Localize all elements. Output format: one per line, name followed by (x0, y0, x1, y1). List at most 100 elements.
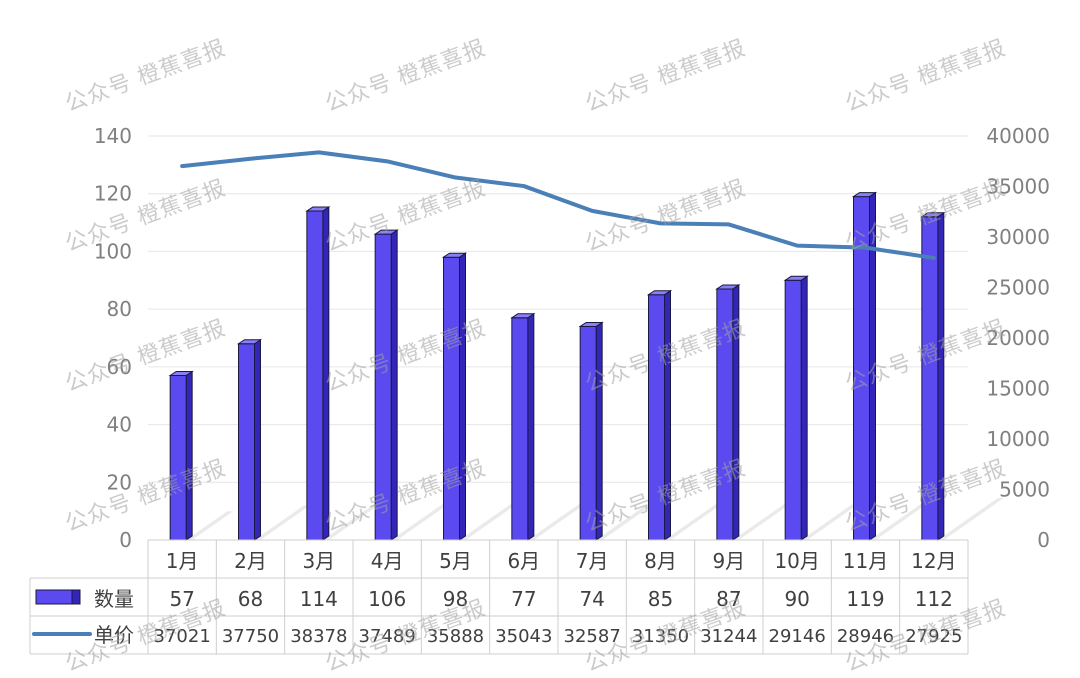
quantity-value: 106 (368, 587, 406, 611)
bar-side (254, 338, 261, 541)
bar (784, 279, 802, 541)
category-label: 7月 (576, 549, 609, 573)
quantity-value: 85 (648, 587, 673, 611)
right-tick-label: 30000 (986, 225, 1050, 249)
category-label: 3月 (302, 549, 335, 573)
category-label: 9月 (712, 549, 745, 573)
quantity-value: 98 (443, 587, 468, 611)
bar-top (373, 229, 399, 235)
bar-top (305, 206, 331, 212)
bar (306, 210, 324, 541)
quantity-value: 87 (716, 587, 741, 611)
quantity-value: 74 (579, 587, 604, 611)
price-value: 37021 (154, 626, 211, 647)
bar-shadow (937, 498, 1004, 540)
bar-shadow (186, 511, 234, 540)
bar (648, 294, 665, 541)
bar-top (851, 192, 878, 198)
bar-shadow (322, 498, 389, 540)
category-label: 1月 (166, 549, 199, 573)
price-value: 32587 (564, 626, 621, 647)
bar-shadow (732, 498, 799, 540)
bar (443, 256, 460, 541)
quantity-value: 77 (511, 587, 536, 611)
bar-side (732, 284, 740, 541)
right-tick-label: 25000 (986, 276, 1050, 300)
bar-side (937, 211, 945, 541)
category-label: 2月 (234, 549, 267, 573)
bar-side (595, 321, 603, 541)
left-tick-label: 20 (107, 470, 132, 494)
quantity-value: 114 (300, 587, 338, 611)
bar-shadow (664, 498, 731, 540)
bar-side (322, 206, 330, 541)
bar (921, 216, 939, 541)
left-tick-label: 120 (94, 182, 132, 206)
price-value: 31350 (632, 626, 689, 647)
bar (579, 325, 597, 541)
bar-shadow (391, 498, 458, 540)
left-tick-label: 60 (107, 355, 132, 379)
bar-top (441, 252, 468, 258)
bar-top (920, 212, 946, 218)
bar-top (715, 284, 741, 290)
bar-top (578, 321, 604, 327)
left-tick-label: 0 (119, 528, 132, 552)
category-label: 10月 (774, 549, 819, 573)
category-label: 4月 (371, 549, 404, 573)
bar-side (800, 275, 808, 541)
category-label: 5月 (439, 549, 472, 573)
legend-label-quantity: 数量 (94, 587, 134, 611)
bar-side (390, 229, 398, 541)
price-value: 29146 (769, 626, 826, 647)
right-tick-label: 15000 (986, 377, 1050, 401)
left-tick-label: 40 (107, 413, 132, 437)
price-value: 35043 (495, 626, 552, 647)
bar-shadow (869, 498, 936, 540)
quantity-value: 112 (915, 587, 953, 611)
price-line (180, 150, 936, 260)
price-value: 38378 (290, 626, 347, 647)
combo-chart: 0 20 40 60 80 100 120 140 0 5000 10000 15000 20000 2… (29, 124, 1050, 655)
category-label: 6月 (507, 549, 540, 573)
right-y-axis: 0 5000 10000 15000 20000 25000 30000 35000 40000 (986, 124, 1050, 552)
bar-shadow (254, 505, 310, 540)
right-tick-label: 5000 (999, 478, 1050, 502)
legend-bar-swatch-side (71, 589, 81, 605)
bar-top (168, 371, 194, 377)
bar-shadow (801, 498, 868, 540)
bar-shadows (186, 498, 1004, 540)
price-value: 37489 (359, 626, 416, 647)
price-value: 28946 (837, 626, 894, 647)
bar-side (459, 252, 466, 541)
price-value: 31244 (700, 626, 757, 647)
left-tick-label: 140 (94, 124, 132, 148)
price-value: 35888 (427, 626, 484, 647)
bar-side (869, 191, 876, 541)
bar (511, 317, 529, 541)
bar-side (185, 370, 193, 541)
bar (374, 233, 392, 541)
bar (169, 375, 187, 541)
bar (238, 343, 255, 541)
right-tick-label: 35000 (986, 175, 1050, 199)
category-label: 11月 (843, 549, 888, 573)
bar-top (510, 313, 536, 319)
right-tick-label: 10000 (986, 427, 1050, 451)
line-series (180, 150, 936, 260)
quantity-value: 57 (169, 587, 194, 611)
price-value: 27925 (905, 626, 962, 647)
right-tick-label: 0 (1037, 528, 1050, 552)
bar-shadow (459, 498, 526, 540)
category-label: 8月 (644, 549, 677, 573)
right-tick-label: 40000 (986, 124, 1050, 148)
bar-top (783, 275, 809, 281)
bar-shadow (596, 502, 656, 540)
price-value: 37750 (222, 626, 279, 647)
legend-label-price: 单价 (94, 623, 134, 647)
quantity-value: 68 (238, 587, 263, 611)
gridlines (148, 135, 968, 483)
right-tick-label: 20000 (986, 326, 1050, 350)
left-tick-label: 80 (107, 297, 132, 321)
left-tick-label: 100 (94, 239, 132, 263)
